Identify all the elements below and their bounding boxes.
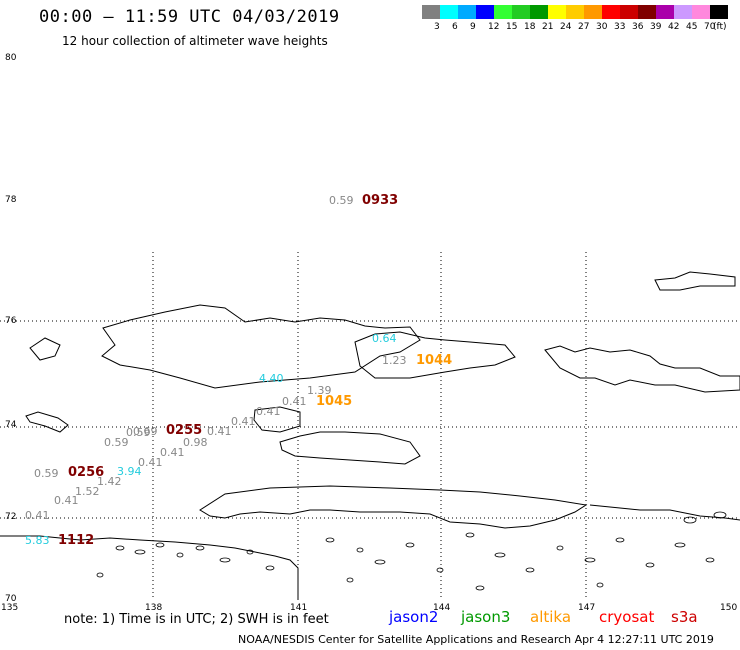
- legend-label: 30: [596, 22, 608, 32]
- lat-label-70: 70: [5, 594, 17, 604]
- legend-label: 45: [686, 22, 698, 32]
- map-subtitle: 12 hour collection of altimeter wave hei…: [62, 34, 328, 48]
- wave-height: 0.41: [160, 446, 185, 459]
- wave-height: 0.41: [25, 509, 50, 522]
- legend-label: 9: [470, 22, 476, 32]
- legend-label: 21: [542, 22, 554, 32]
- wave-height: 0.41: [231, 415, 256, 428]
- legend-swatch: [476, 5, 494, 19]
- wave-height: 0.59: [329, 194, 354, 207]
- pass-time: 1112: [58, 533, 95, 548]
- legend-label: 12: [488, 22, 500, 32]
- wave-height: 0.98: [183, 436, 208, 449]
- wave-height: 1.23: [382, 354, 407, 367]
- legend-swatch: [656, 5, 674, 19]
- pass-time: 1045: [316, 394, 353, 409]
- footer-note: note: 1) Time is in UTC; 2) SWH is in fe…: [64, 612, 329, 627]
- legend-unit: (ft): [713, 22, 727, 32]
- pass-time: 0933: [362, 193, 399, 208]
- lon-label-147: 147: [578, 603, 596, 613]
- lat-label-76: 76: [5, 316, 17, 326]
- legend-swatch: [440, 5, 458, 19]
- lat-label-80: 80: [5, 53, 17, 63]
- legend-swatch: [548, 5, 566, 19]
- legend-label: 70: [704, 22, 716, 32]
- legend-label: 42: [668, 22, 680, 32]
- wave-height: 0.41: [282, 395, 307, 408]
- islands: [96, 511, 727, 591]
- wave-height: 0.59: [126, 426, 151, 439]
- wave-height: 1.39: [307, 384, 332, 397]
- satellite-s3a: s3a: [671, 608, 698, 626]
- legend-swatch: [602, 5, 620, 19]
- legend-swatch: [674, 5, 692, 19]
- wave-height: 0.41: [138, 456, 163, 469]
- legend-swatch: [458, 5, 476, 19]
- lat-label-74: 74: [5, 420, 17, 430]
- wave-height: 0.59: [34, 467, 59, 480]
- map-title: 00:00 – 11:59 UTC 04/03/2019: [39, 7, 340, 27]
- lat-label-78: 78: [5, 195, 17, 205]
- lon-label-141: 141: [290, 603, 308, 613]
- wave-height: 1.52: [75, 485, 100, 498]
- coastlines: [0, 271, 740, 600]
- legend-swatch: [710, 5, 728, 19]
- wave-height: 1.42: [97, 475, 122, 488]
- legend-label: 27: [578, 22, 590, 32]
- satellite-cryosat: cryosat: [599, 608, 655, 626]
- legend-swatch: [566, 5, 584, 19]
- legend-swatch: [620, 5, 638, 19]
- lon-label-150: 150: [720, 603, 738, 613]
- color-legend-bar: [422, 5, 728, 19]
- pass-time: 0256: [68, 465, 105, 480]
- legend-swatch: [584, 5, 602, 19]
- wave-height: 0.41: [207, 425, 232, 438]
- legend-swatch: [422, 5, 440, 19]
- legend-label: 39: [650, 22, 662, 32]
- legend-label: 24: [560, 22, 572, 32]
- legend-label: 18: [524, 22, 536, 32]
- graticule: [0, 252, 740, 600]
- wave-height: 3.94: [117, 465, 142, 478]
- wave-height: 4.40: [259, 372, 284, 385]
- legend-label: 3: [434, 22, 440, 32]
- pass-time: 0255: [166, 423, 203, 438]
- wave-height: 0.64: [372, 332, 397, 345]
- legend-swatch: [638, 5, 656, 19]
- wave-height: 0.41: [256, 405, 281, 418]
- pass-time: 1044: [416, 353, 453, 368]
- wave-height: 0.41: [54, 494, 79, 507]
- legend-swatch: [692, 5, 710, 19]
- credit-line: NOAA/NESDIS Center for Satellite Applica…: [238, 633, 714, 646]
- legend-swatch: [530, 5, 548, 19]
- wave-height: 0.69: [133, 425, 158, 438]
- legend-label: 15: [506, 22, 518, 32]
- satellite-altika: altika: [530, 608, 572, 626]
- lon-label-144: 144: [433, 603, 451, 613]
- lon-label-138: 138: [145, 603, 163, 613]
- satellite-jason3: jason3: [461, 608, 511, 626]
- wave-height: 5.83: [25, 534, 50, 547]
- wave-height: 0.59: [104, 436, 129, 449]
- legend-swatch: [494, 5, 512, 19]
- legend-label: 36: [632, 22, 644, 32]
- lat-label-72: 72: [5, 512, 17, 522]
- legend-swatch: [512, 5, 530, 19]
- legend-label: 6: [452, 22, 458, 32]
- satellite-jason2: jason2: [389, 608, 439, 626]
- lon-label-135: 135: [1, 603, 19, 613]
- legend-label: 33: [614, 22, 626, 32]
